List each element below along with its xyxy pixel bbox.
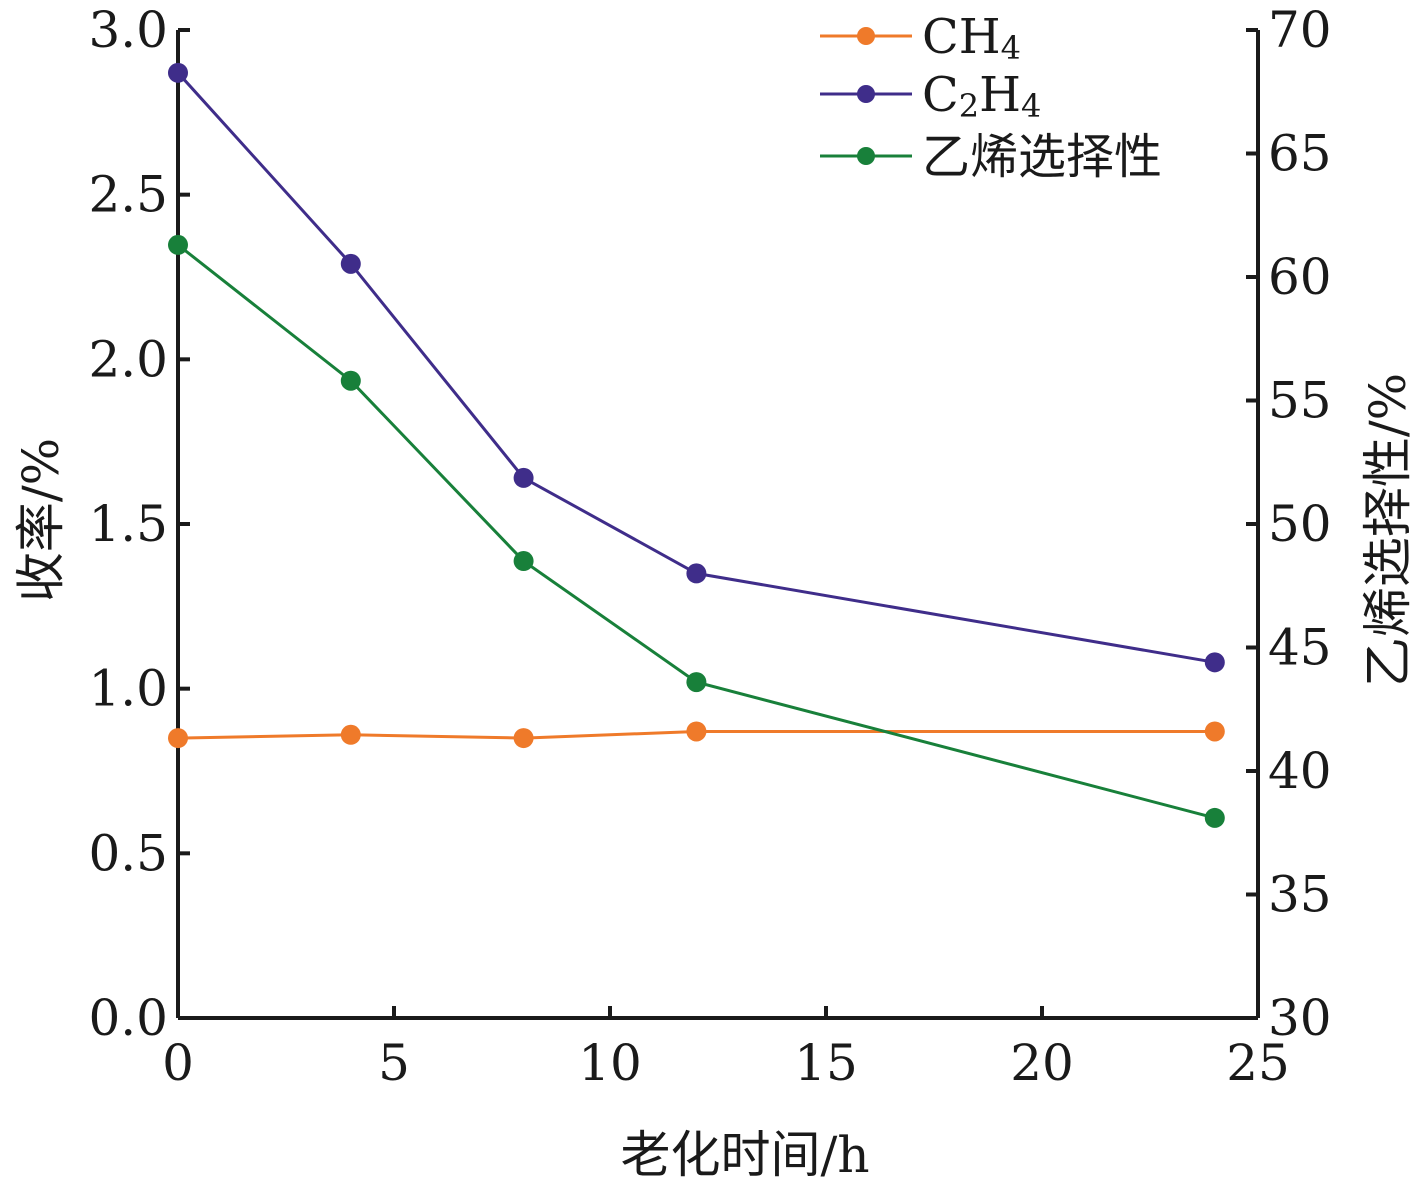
legend-label: C2H4 <box>922 67 1041 125</box>
plot-area <box>168 62 1225 828</box>
legend-item-2: 乙烯选择性 <box>820 129 1162 185</box>
x-tick-label: 0 <box>162 1034 194 1092</box>
data-point <box>686 672 707 693</box>
data-point <box>686 563 707 584</box>
y-axis-left-title: 收率/% <box>12 438 70 602</box>
data-point <box>168 62 188 83</box>
y-right-tick-label: 45 <box>1268 619 1332 677</box>
data-point <box>686 721 707 742</box>
data-point <box>1204 807 1225 828</box>
legend-marker <box>857 85 875 103</box>
axes: 0 5 10 15 20 25 0.0 0.5 1.0 1.5 2.0 2.5 3.0 30 35 40 45 5… <box>88 1 1331 1092</box>
y-right-tick-label: 55 <box>1268 372 1332 430</box>
y-left-tick-label: 0.5 <box>88 824 168 882</box>
data-point <box>513 551 534 572</box>
y-left-tick-label: 2.0 <box>88 330 168 388</box>
data-point <box>1204 721 1225 742</box>
series-0 <box>168 721 1225 749</box>
y-left-tick-label: 1.5 <box>88 495 168 553</box>
x-tick-label: 5 <box>378 1034 410 1092</box>
legend-marker <box>857 27 875 45</box>
y-right-tick-label: 70 <box>1268 1 1332 59</box>
x-axis-title: 老化时间/h <box>620 1126 869 1181</box>
data-point <box>168 728 188 749</box>
legend-label: CH4 <box>922 9 1021 67</box>
y-right-tick-label: 60 <box>1268 248 1332 306</box>
x-tick-label: 20 <box>1010 1034 1074 1092</box>
y-axis-right-title: 乙烯选择性/% <box>1359 373 1417 687</box>
y-left-tick-label: 3.0 <box>88 1 168 59</box>
data-point <box>340 370 361 391</box>
data-point <box>168 234 188 255</box>
y-right-tick-label: 35 <box>1268 866 1332 924</box>
y-left-tick-label: 1.0 <box>88 660 168 718</box>
data-point <box>340 724 361 745</box>
legend-item-0: CH4 <box>820 9 1021 67</box>
y-right-tick-label: 40 <box>1268 742 1332 800</box>
x-tick-label: 10 <box>578 1034 642 1092</box>
x-tick-label: 25 <box>1226 1034 1290 1092</box>
data-point <box>340 253 361 274</box>
legend-label: 乙烯选择性 <box>922 129 1162 185</box>
y-right-tick-label: 50 <box>1268 495 1332 553</box>
legend-item-1: C2H4 <box>820 67 1041 125</box>
y-left-tick-label: 0.0 <box>88 989 168 1047</box>
y-left-tick-label: 2.5 <box>88 166 168 224</box>
data-point <box>513 467 534 488</box>
y-right-tick-label: 30 <box>1268 989 1332 1047</box>
series-2 <box>168 234 1225 828</box>
series-1 <box>168 62 1225 673</box>
data-point <box>513 728 534 749</box>
data-point <box>1204 652 1225 673</box>
legend-marker <box>857 147 875 165</box>
x-tick-label: 15 <box>794 1034 858 1092</box>
y-right-tick-label: 65 <box>1268 125 1332 183</box>
